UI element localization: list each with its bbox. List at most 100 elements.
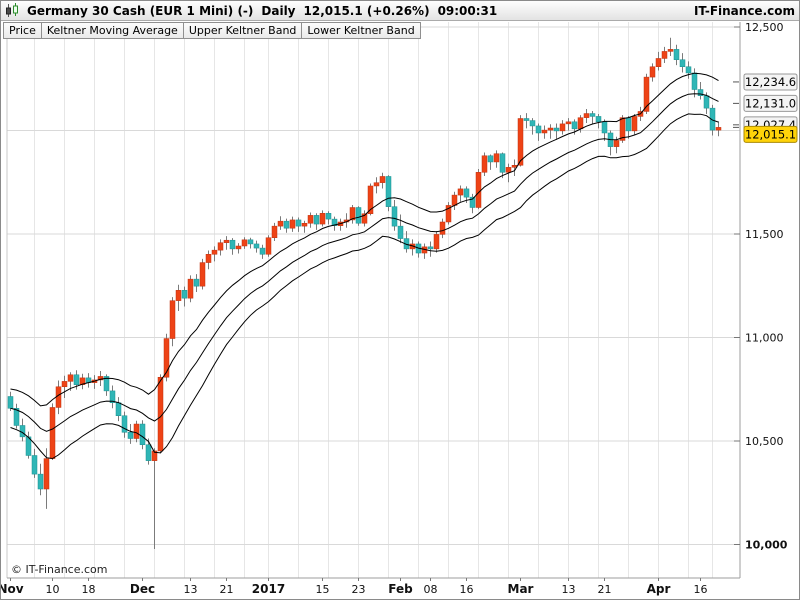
upper-band-value-label: 12,234.6 <box>745 75 796 89</box>
candle-up <box>151 450 158 461</box>
candle-up <box>301 222 308 227</box>
candle-down <box>193 278 200 287</box>
quote-time: 09:00:31 <box>437 3 498 18</box>
candle-up <box>217 242 224 251</box>
x-tick-label: 23 <box>352 583 366 596</box>
candle-up <box>271 225 278 238</box>
candle-down <box>685 66 692 74</box>
watermark: © IT-Finance.com <box>11 563 108 576</box>
candle-up <box>199 262 206 287</box>
x-tick-label: 21 <box>598 583 612 596</box>
x-tick-label: 18 <box>82 583 96 596</box>
x-tick-label: 16 <box>460 583 474 596</box>
last-price-value-label: 12,015.1 <box>745 127 796 141</box>
candle-down <box>31 455 38 475</box>
candle-up <box>163 338 170 378</box>
x-tick-label: Dec <box>130 582 155 596</box>
candle-up <box>79 377 86 385</box>
candle-down <box>523 118 530 121</box>
candle-down <box>535 125 542 134</box>
instrument-title: Germany 30 Cash (EUR 1 Mini) (-) <box>27 3 254 18</box>
candle-up <box>169 300 176 339</box>
candle-up <box>241 239 248 247</box>
y-tick-label: 11,500 <box>745 228 784 241</box>
x-axis[interactable]: Nov 10 18 Dec 13 21 2017 15 23 Feb 08 16 Mar 13 21 Apr 1… <box>1 578 708 596</box>
candle-down <box>331 218 338 226</box>
x-tick-label: Nov <box>1 582 24 596</box>
candle-down <box>283 220 290 229</box>
candle-up <box>373 182 380 187</box>
candle-down <box>487 155 494 163</box>
candle-down <box>355 207 362 224</box>
candle-up <box>133 423 140 439</box>
y-tick-label: 12,500 <box>745 21 784 34</box>
candle-up <box>55 386 62 408</box>
x-tick-label: 13 <box>562 583 576 596</box>
candle-up <box>97 376 104 381</box>
middle-band-value-box <box>743 94 798 112</box>
candle-down <box>697 89 704 96</box>
candle-down <box>13 408 20 426</box>
y-tick-label: 10,000 <box>745 539 788 552</box>
candle-up <box>319 213 326 225</box>
grid <box>7 22 740 578</box>
candle-down <box>229 239 236 250</box>
candle-up <box>517 118 524 166</box>
candle-up <box>433 234 440 250</box>
title-bar: Germany 30 Cash (EUR 1 Mini) (-) Daily 1… <box>1 1 799 21</box>
candle-up <box>439 221 446 235</box>
y-axis[interactable]: 12,500 11,500 11,000 10,500 10,000 <box>734 21 788 552</box>
candle-down <box>589 113 596 117</box>
candle-up <box>379 176 386 183</box>
last-price-and-change: 12,015.1 (+0.26%) <box>304 4 430 18</box>
x-tick-label: 21 <box>220 583 234 596</box>
candle-up <box>577 117 584 130</box>
x-tick-label: 15 <box>316 583 330 596</box>
timeframe-label: Daily <box>261 3 296 18</box>
candle-down <box>7 396 14 409</box>
y-tick-label: 11,000 <box>745 332 784 345</box>
candle-up <box>445 205 452 223</box>
x-tick-label: 10 <box>46 583 60 596</box>
candle-down <box>463 188 470 198</box>
candle-up <box>631 116 638 132</box>
candle-up <box>187 278 194 299</box>
indicator-toolbar: Price Keltner Moving Average Upper Keltn… <box>3 22 421 39</box>
candle-down <box>127 432 134 439</box>
last-price: 12,015.1 <box>303 3 363 18</box>
candle-up <box>265 237 272 255</box>
candle-down <box>601 121 608 134</box>
x-tick-label: Feb <box>388 582 413 596</box>
candle-down <box>325 213 332 220</box>
candle-up <box>367 185 374 214</box>
last-price-value-box <box>743 125 798 143</box>
x-tick-label: Mar <box>508 582 534 596</box>
upper-keltner-band-button[interactable]: Upper Keltner Band <box>182 22 303 39</box>
candle-up <box>505 167 512 173</box>
candle-down <box>397 225 404 239</box>
candle-up <box>619 117 626 141</box>
candle-down <box>553 127 560 132</box>
candle-up <box>457 188 464 196</box>
keltner-moving-average-button[interactable]: Keltner Moving Average <box>40 22 184 39</box>
candle-down <box>181 290 188 299</box>
candle-down <box>529 120 536 127</box>
candle-up <box>715 127 722 131</box>
candle-down <box>145 444 152 461</box>
candle-down <box>259 247 266 255</box>
price-button[interactable]: Price <box>3 22 42 39</box>
candle-up <box>541 129 548 134</box>
brand-label: IT-Finance.com <box>693 3 795 18</box>
candle-up <box>547 127 554 131</box>
candle-up <box>613 140 620 147</box>
candle-up <box>307 215 314 224</box>
candle-down <box>499 153 506 173</box>
candle-down <box>469 196 476 208</box>
lower-keltner-band-button[interactable]: Lower Keltner Band <box>301 22 421 39</box>
keltner-upper-line <box>10 72 719 407</box>
candle-down <box>37 473 44 490</box>
candle-up <box>661 51 668 59</box>
candle-down <box>253 243 260 249</box>
